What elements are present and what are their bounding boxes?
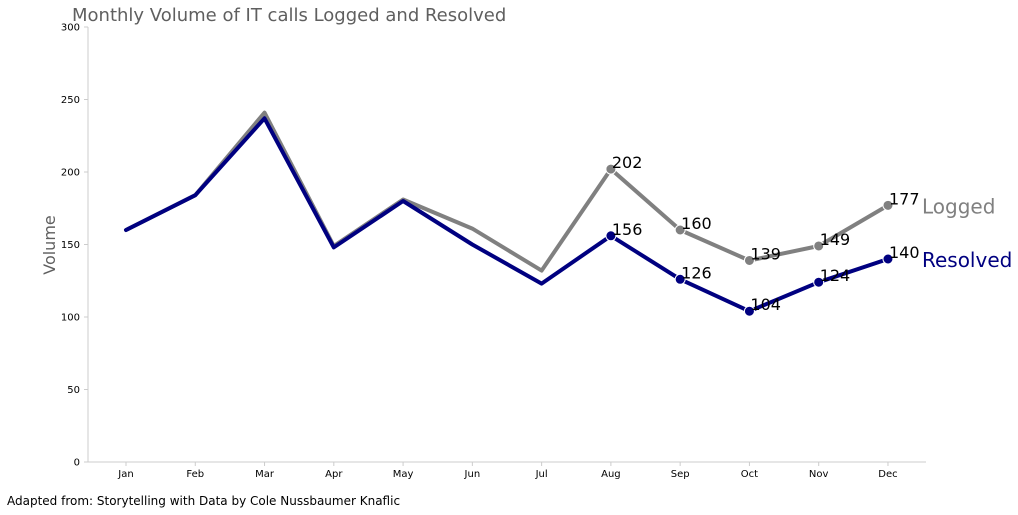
logged-data-label: 149 bbox=[820, 230, 851, 249]
resolved-point bbox=[813, 276, 825, 288]
logged-data-label: 202 bbox=[612, 153, 643, 172]
y-tick-label: 200 bbox=[61, 168, 80, 179]
x-tick-label: Dec bbox=[878, 469, 897, 480]
x-tick-label: Nov bbox=[809, 469, 829, 480]
resolved-data-label: 140 bbox=[889, 243, 920, 262]
y-tick-label: 0 bbox=[74, 458, 80, 469]
logged-point bbox=[743, 254, 755, 266]
y-tick-label: 300 bbox=[61, 23, 80, 34]
y-tick-label: 100 bbox=[61, 313, 80, 324]
logged-point bbox=[605, 163, 617, 175]
x-tick-label: Feb bbox=[186, 469, 204, 480]
logged-series-label: Logged bbox=[922, 194, 995, 218]
logged-point bbox=[674, 224, 686, 236]
resolved-data-label: 124 bbox=[820, 266, 851, 285]
x-tick-label: Sep bbox=[671, 469, 690, 480]
resolved-point bbox=[743, 305, 755, 317]
resolved-point bbox=[605, 230, 617, 242]
resolved-point bbox=[882, 253, 894, 265]
series-group: 202 160 139 149 177 Logged 156 126 104 124 140 Reso… bbox=[124, 110, 1012, 317]
resolved-data-label: 104 bbox=[750, 295, 781, 314]
resolved-line bbox=[124, 116, 890, 314]
logged-data-label: 160 bbox=[681, 214, 712, 233]
x-tick-label: Jan bbox=[117, 469, 133, 480]
chart-title: Monthly Volume of IT calls Logged and Re… bbox=[72, 5, 506, 26]
y-tick-label: 50 bbox=[67, 385, 80, 396]
footnote: Adapted from: Storytelling with Data by … bbox=[7, 494, 400, 508]
y-axis-ticks: 0 50 100 150 200 250 300 bbox=[61, 23, 88, 469]
x-tick-label: May bbox=[393, 469, 414, 480]
resolved-data-label: 126 bbox=[681, 263, 712, 282]
logged-data-label: 177 bbox=[889, 189, 920, 208]
y-axis-label: Volume bbox=[40, 215, 59, 275]
resolved-data-label: 156 bbox=[612, 220, 643, 239]
x-tick-label: Oct bbox=[741, 469, 758, 480]
x-tick-label: Jun bbox=[464, 469, 481, 480]
logged-point bbox=[882, 199, 894, 211]
x-tick-label: Aug bbox=[601, 469, 621, 480]
logged-data-label: 139 bbox=[750, 244, 781, 263]
y-tick-label: 150 bbox=[61, 240, 80, 251]
x-tick-label: Jul bbox=[535, 469, 548, 480]
resolved-series-label: Resolved bbox=[922, 248, 1012, 272]
logged-line bbox=[124, 110, 890, 273]
logged-point bbox=[813, 240, 825, 252]
x-tick-label: Mar bbox=[255, 469, 275, 480]
resolved-point bbox=[674, 273, 686, 285]
y-tick-label: 250 bbox=[61, 95, 80, 106]
x-tick-label: Apr bbox=[325, 469, 343, 480]
x-axis-ticks: Jan Feb Mar Apr May Jun Jul Aug Sep Oct Nov Dec bbox=[117, 462, 898, 480]
